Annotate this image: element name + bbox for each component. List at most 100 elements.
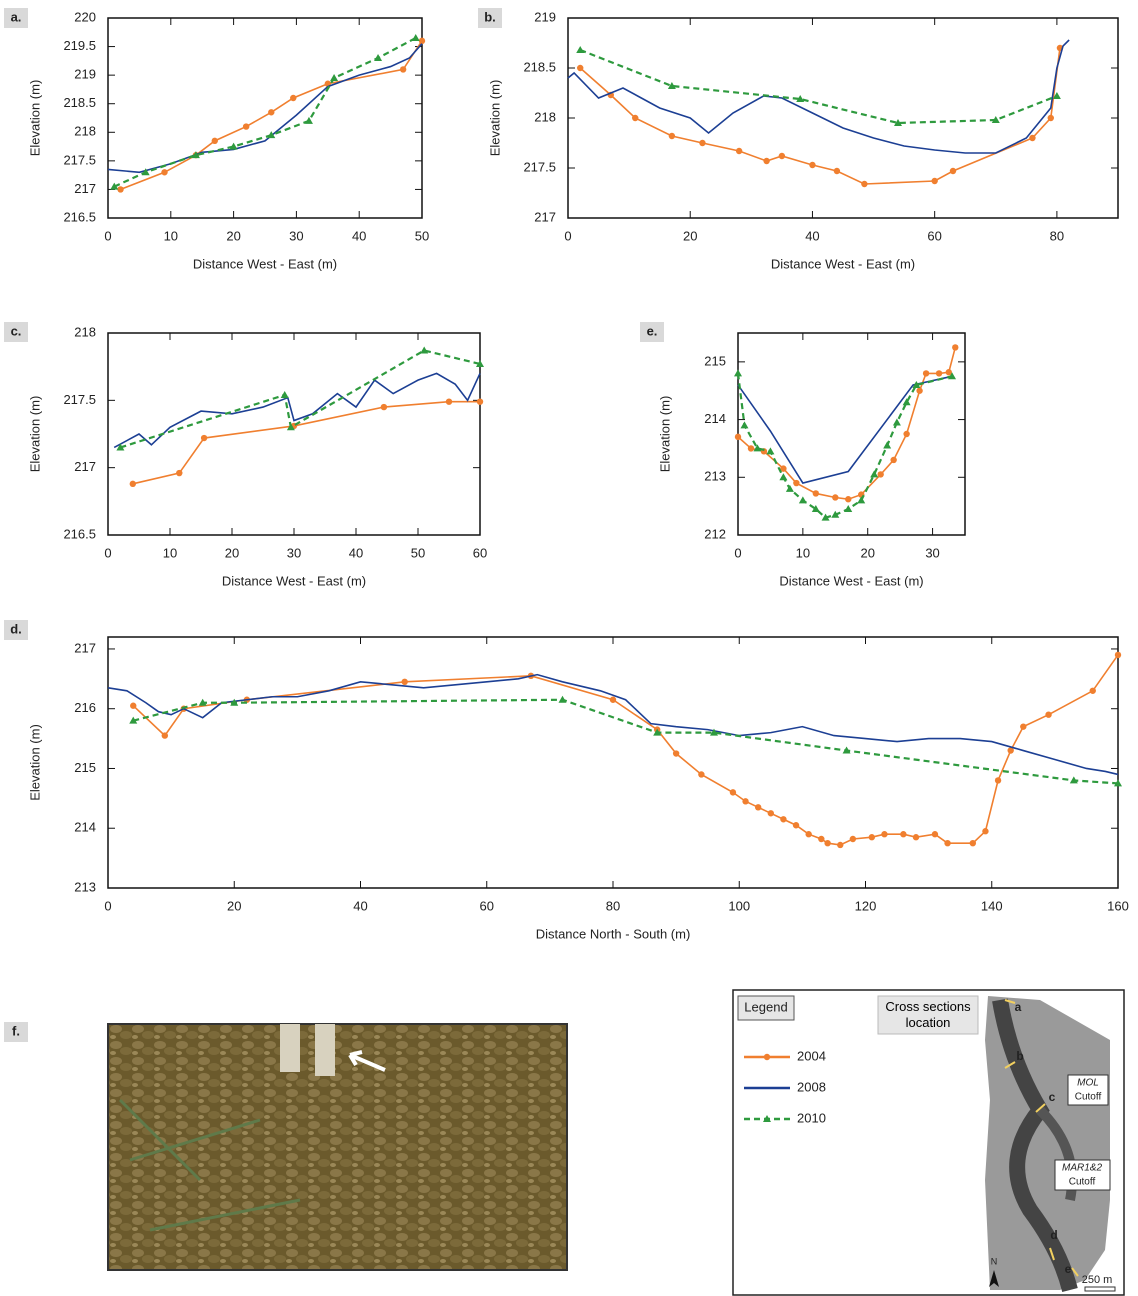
point [861, 180, 868, 188]
point [931, 831, 939, 838]
y-tick-label: 217 [74, 459, 96, 474]
x-tick-label: 20 [860, 545, 874, 560]
point [609, 696, 617, 703]
point [890, 456, 897, 464]
leg [280, 1024, 300, 1072]
north-label: N [991, 1256, 998, 1266]
point [735, 147, 743, 155]
legend-label: 2010 [797, 1110, 826, 1125]
panel-label-box [640, 322, 664, 342]
point [766, 447, 775, 455]
point [1052, 92, 1061, 99]
y-tick-label: 217.5 [63, 392, 96, 407]
point [418, 37, 426, 45]
point [994, 777, 1002, 784]
point [1045, 711, 1052, 718]
point [176, 469, 183, 477]
x-tick-label: 0 [104, 545, 111, 560]
point [445, 398, 453, 405]
map-river [992, 998, 1078, 1293]
point [935, 370, 943, 377]
point [844, 505, 853, 513]
point [290, 94, 297, 102]
point [949, 167, 957, 175]
point [129, 480, 136, 488]
y-tick-label: 219 [534, 9, 556, 24]
x-tick-label: 40 [352, 228, 366, 243]
point [916, 387, 923, 394]
point [286, 423, 295, 431]
x-tick-label: 40 [353, 898, 367, 913]
y-tick-label: 217 [534, 209, 556, 224]
y-tick-label: 217.5 [523, 159, 556, 174]
mol-label: Cutoff [1075, 1092, 1102, 1103]
point [191, 151, 200, 159]
point [849, 835, 857, 843]
point [653, 728, 662, 736]
point [141, 168, 150, 176]
panel-label: c. [11, 323, 22, 338]
scale-bar [1084, 1286, 1116, 1292]
point [780, 465, 787, 472]
x-tick-label: 80 [606, 898, 620, 913]
point [1007, 747, 1014, 754]
point [805, 831, 812, 838]
x-tick-label: 120 [855, 898, 877, 913]
point [991, 116, 1000, 123]
y-tick-label: 213 [74, 879, 96, 894]
point [779, 473, 788, 481]
point [399, 66, 407, 73]
panel-label-box [478, 8, 502, 28]
x-tick-label: 20 [227, 898, 241, 913]
x-tick-label: 30 [287, 545, 301, 560]
x-tick-label: 50 [415, 228, 429, 243]
series-line [579, 47, 1061, 185]
point [796, 95, 805, 102]
point [798, 496, 807, 504]
point [912, 834, 920, 841]
point [902, 398, 911, 406]
panel-label: e. [647, 323, 658, 338]
legend-marker [763, 1115, 771, 1122]
point [672, 750, 680, 757]
x-tick-label: 0 [104, 228, 111, 243]
point [667, 82, 676, 89]
point [931, 177, 938, 185]
legend-label: 2004 [797, 1048, 826, 1063]
point [130, 702, 137, 709]
x-tick-label: 10 [163, 545, 177, 560]
y-axis-label: Elevation (m) [657, 396, 672, 473]
point [903, 430, 910, 438]
point [763, 157, 770, 165]
point [912, 380, 921, 388]
y-tick-label: 214 [74, 820, 96, 835]
y-axis-label: Elevation (m) [27, 724, 42, 801]
photo [107, 1023, 568, 1271]
panel-label-box [4, 620, 28, 640]
x-axis-label: Distance North - South (m) [536, 926, 691, 941]
scale-label: 250 m [1082, 1274, 1113, 1286]
point [734, 369, 742, 377]
point [877, 471, 884, 478]
mar-box [1054, 1159, 1111, 1191]
y-tick-label: 218 [74, 324, 96, 339]
y-tick-label: 219 [74, 67, 96, 82]
point [1114, 651, 1122, 659]
panel-label: d. [10, 621, 22, 636]
arrow [348, 1050, 386, 1072]
series-line [120, 40, 423, 191]
point [330, 74, 339, 81]
y-tick-label: 219.5 [63, 38, 96, 53]
panel-label-box [4, 322, 28, 342]
point [868, 834, 876, 841]
point [793, 479, 800, 487]
x-tick-label: 60 [473, 545, 487, 560]
point [1089, 687, 1096, 694]
point [411, 34, 420, 41]
section-label: e [1065, 1262, 1072, 1276]
point [1069, 776, 1078, 784]
y-tick-label: 218.5 [523, 59, 556, 74]
point [742, 798, 749, 805]
point [857, 496, 866, 504]
y-axis-label: Elevation (m) [27, 396, 42, 473]
